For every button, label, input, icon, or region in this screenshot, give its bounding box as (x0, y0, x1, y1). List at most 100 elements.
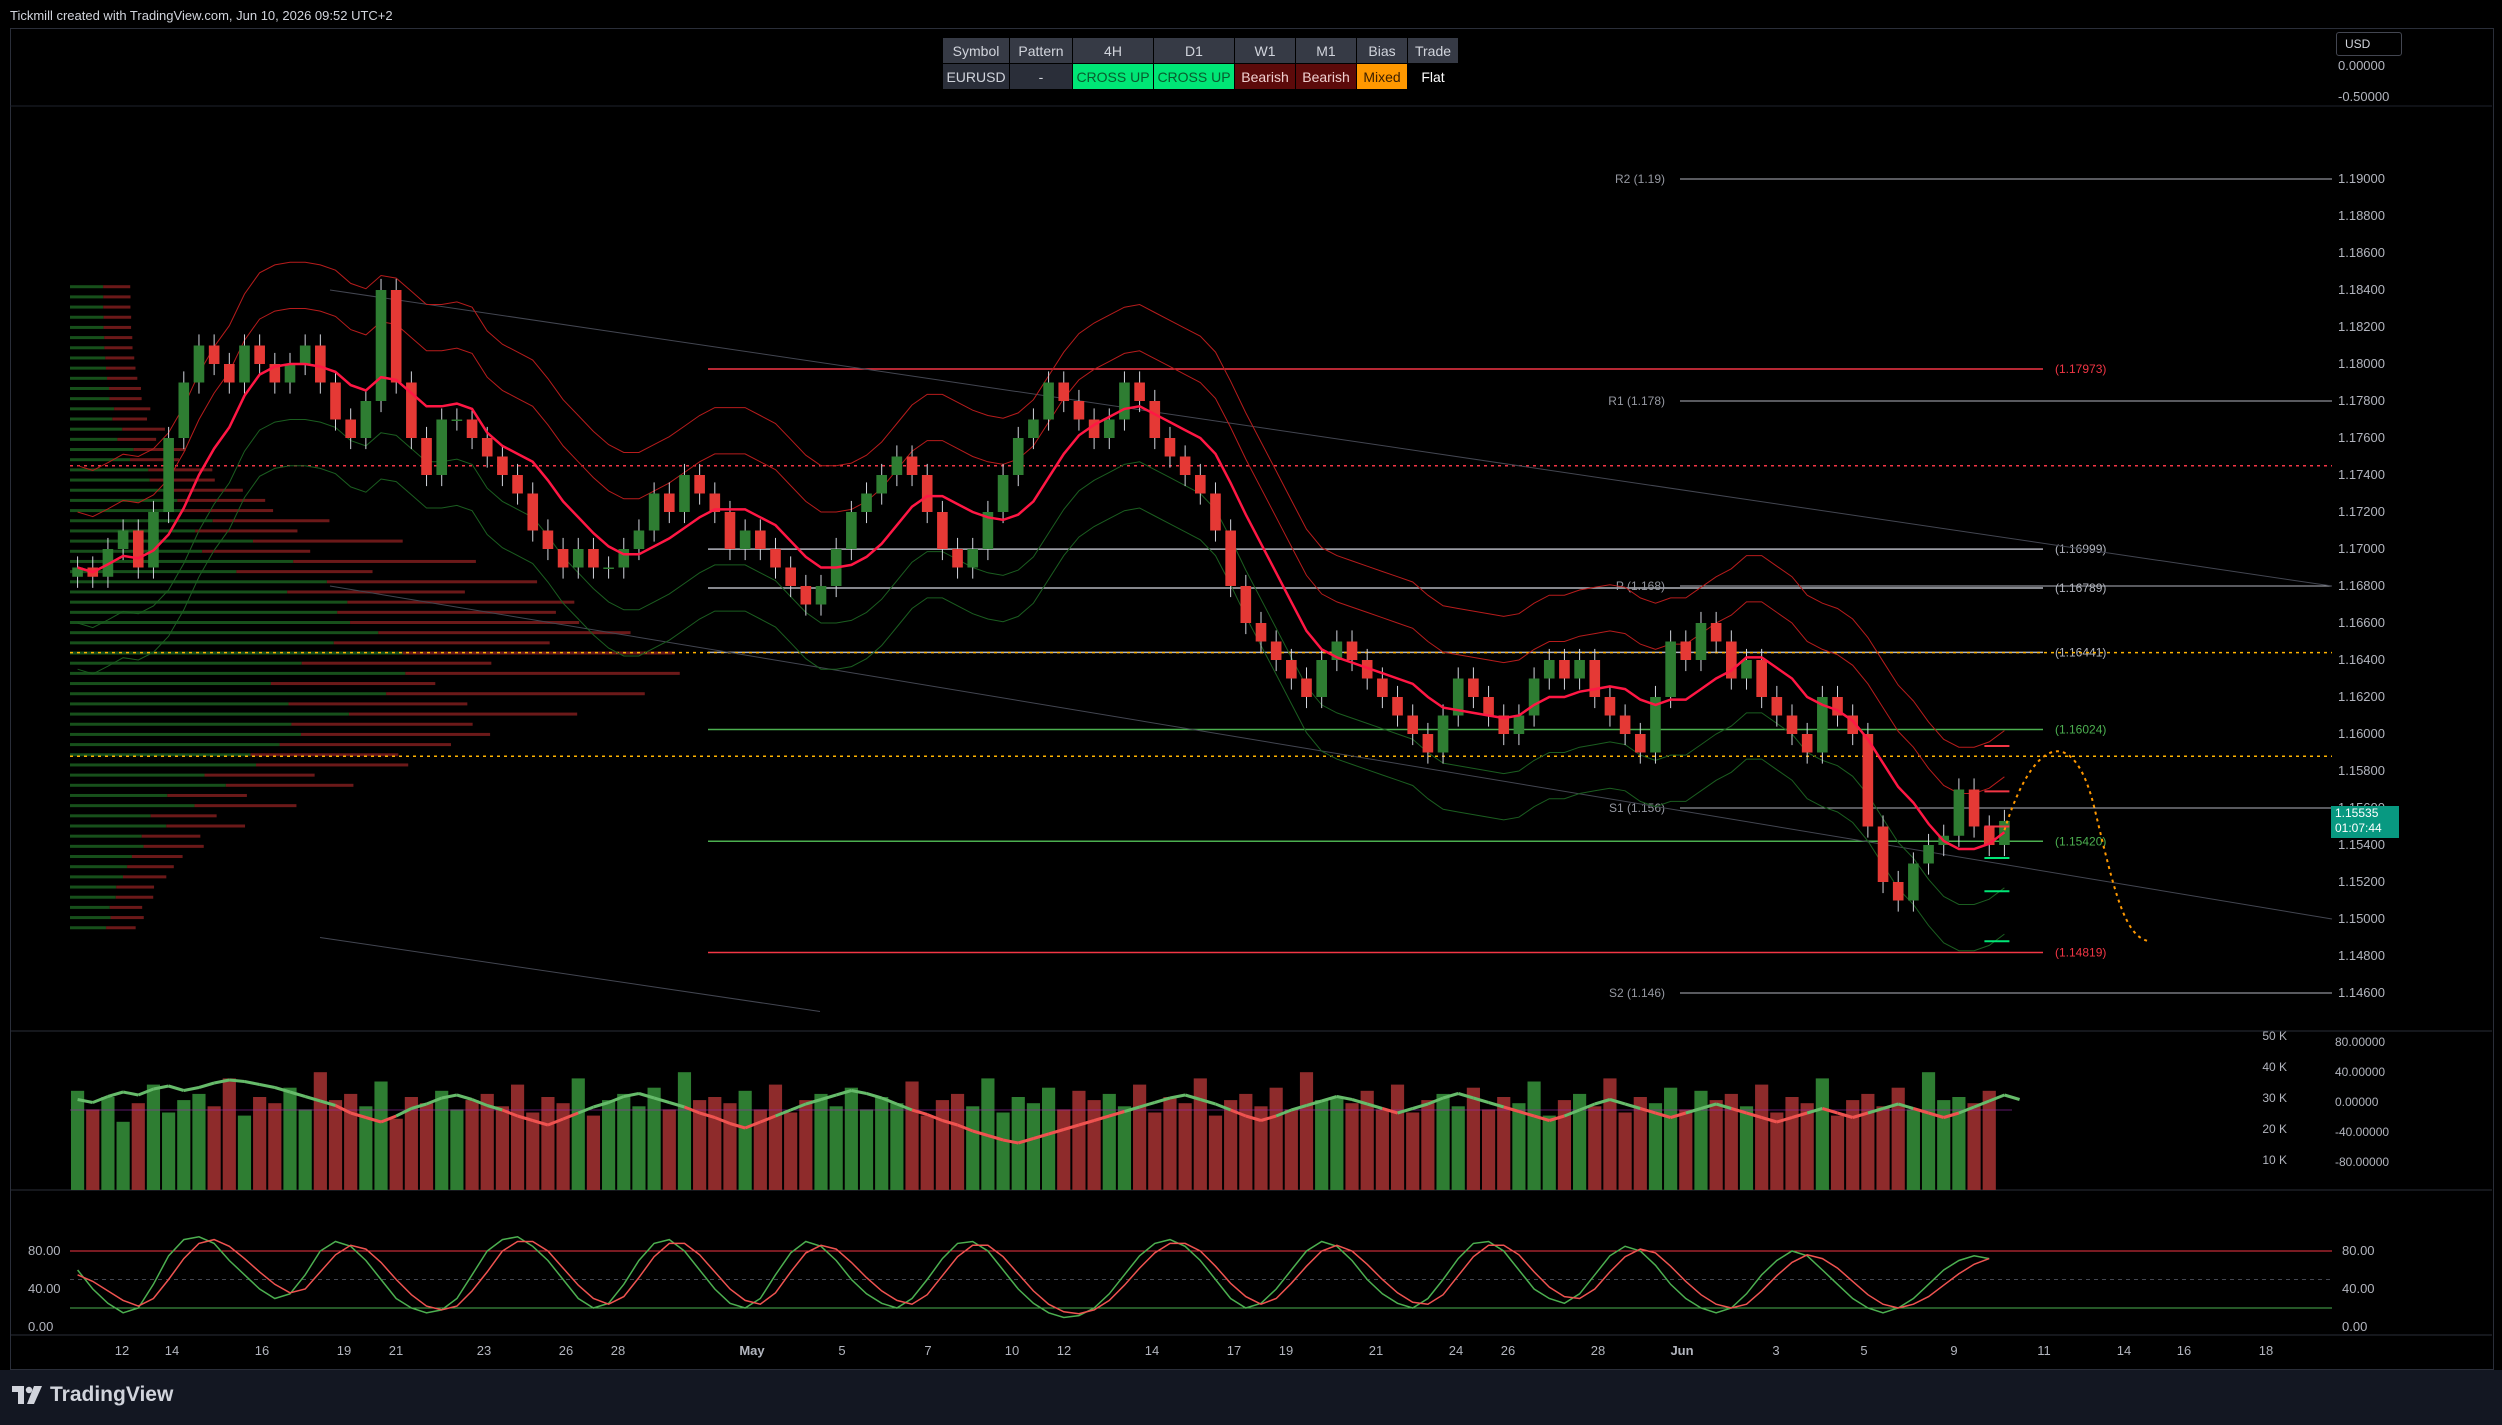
volume-profile-bar (70, 590, 288, 594)
volume-profile-bar (70, 855, 132, 859)
price-axis-label: 1.16600 (2338, 615, 2385, 630)
volume-bar (1057, 1109, 1071, 1190)
volume-bar (1466, 1087, 1480, 1190)
volume-profile-bar (70, 610, 338, 614)
volume-bar (1648, 1103, 1663, 1190)
oscillator-segment (319, 1099, 336, 1107)
volume-bar (1284, 1109, 1298, 1190)
signal-m1: Bearish (1295, 63, 1357, 90)
time-axis-label: 14 (165, 1343, 179, 1358)
volume-axis-label: 20 K (2262, 1122, 2287, 1136)
oscillator-segment (350, 1111, 367, 1119)
oscillator-segment (274, 1086, 291, 1094)
candle-body (269, 364, 281, 383)
volume-profile-bar (70, 875, 123, 879)
signal-header-pattern: Pattern (1009, 37, 1073, 64)
candle-body (1953, 789, 1965, 836)
candle-body (648, 493, 660, 531)
volume-profile-bar (70, 305, 104, 309)
bar-countdown: 01:07:44 (2335, 821, 2382, 835)
volume-profile-bar (114, 407, 151, 411)
volume-profile-bar (70, 397, 110, 401)
volume-profile-bar (70, 916, 111, 920)
tradingview-logo[interactable]: TradingView (12, 1383, 173, 1407)
volume-profile-bar (103, 305, 131, 309)
oscillator-segment (1837, 1111, 1854, 1119)
candle-body (603, 567, 614, 569)
candle-body (360, 401, 372, 438)
volume-bar (1451, 1106, 1465, 1190)
candle-body (193, 345, 205, 383)
volume-profile-bar (106, 926, 136, 930)
volume-profile-bar (70, 895, 116, 899)
price-axis-label: 1.14800 (2338, 948, 2385, 963)
volume-profile-bar (115, 895, 154, 899)
volume-bar (1709, 1100, 1723, 1190)
candle-body (1483, 697, 1494, 716)
price-axis-label: 1.17200 (2338, 504, 2385, 519)
pivot-label: P (1.168) (1616, 579, 1665, 593)
oscillator-segment (122, 1090, 139, 1097)
currency-button[interactable]: USD (2336, 32, 2402, 56)
oscillator-segment (1488, 1101, 1505, 1109)
volume-profile-bar (291, 722, 473, 726)
volume-bar (162, 1112, 176, 1190)
volume-bar (1026, 1103, 1040, 1190)
volume-profile-bar (70, 427, 123, 431)
volume-bar (510, 1084, 525, 1190)
candle-body (239, 345, 250, 383)
signal-trade: Flat (1407, 63, 1459, 90)
candle-body (921, 475, 933, 512)
oscillator-segment (1093, 1114, 1110, 1122)
volume-profile-bar (70, 488, 166, 492)
oscillator-segment (1806, 1107, 1823, 1115)
signal-header-bias: Bias (1356, 37, 1408, 64)
volume-profile-bar (326, 580, 538, 584)
volume-profile-bar (70, 773, 205, 777)
volume-profile-bar (70, 793, 168, 797)
volume-bar (1664, 1087, 1678, 1190)
volume-profile-bar (70, 519, 213, 523)
oscillator-segment (729, 1122, 746, 1130)
signal-symbol: EURUSD (942, 63, 1010, 90)
volume-bar (283, 1087, 297, 1190)
candle-body (542, 530, 554, 549)
volume-bar (1694, 1090, 1708, 1190)
oscillator-segment (699, 1111, 716, 1119)
volume-axis-label: 50 K (2262, 1029, 2287, 1043)
time-axis-label: 16 (255, 1343, 269, 1358)
oscillator-segment (744, 1120, 761, 1130)
candle-body (1452, 678, 1464, 716)
volume-bar (571, 1078, 585, 1190)
candle-body (223, 364, 235, 383)
candle-body (1528, 678, 1540, 716)
volume-bar (253, 1097, 267, 1190)
volume-bar (1982, 1090, 1996, 1190)
volume-bar (1102, 1093, 1116, 1190)
oscillator-segment (1412, 1102, 1429, 1110)
candle-body (330, 382, 341, 420)
candle-body (1877, 826, 1889, 882)
oscillator-segment (987, 1134, 1004, 1142)
oscillator-segment (1776, 1116, 1793, 1124)
volume-profile-bar (348, 712, 578, 716)
pivot-label: R2 (1.19) (1615, 172, 1665, 186)
volume-profile-bar (103, 295, 131, 299)
volume-profile-bar (252, 539, 403, 543)
volume-profile-bar (122, 427, 165, 431)
volume-profile-bar (105, 356, 135, 360)
volume-bar (1573, 1093, 1587, 1190)
candle-body (1210, 493, 1221, 531)
oscillator-segment (471, 1098, 488, 1107)
oscillator-segment (1988, 1093, 2005, 1103)
oscillator-segment (1746, 1111, 1763, 1119)
price-axis-label: 1.19000 (2338, 171, 2385, 186)
volume-bar (768, 1084, 783, 1190)
volume-profile-bar (293, 559, 476, 563)
volume-bar (1375, 1109, 1389, 1190)
volume-profile-bar (70, 600, 348, 604)
oscillator-axis-label: 40.00000 (2335, 1065, 2385, 1079)
volume-profile-bar (70, 732, 302, 736)
price-axis-label: 1.17400 (2338, 467, 2385, 482)
